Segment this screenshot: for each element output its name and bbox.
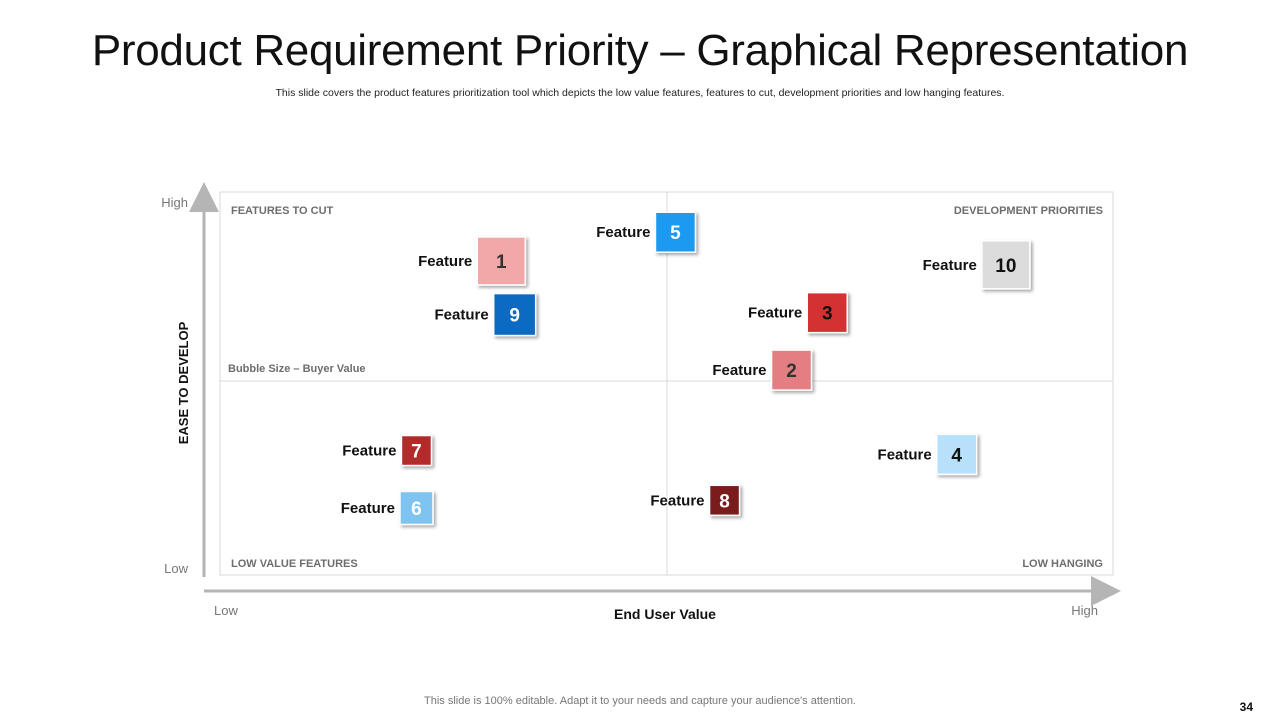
feature-square-8 [708, 484, 741, 517]
page-number: 34 [1239, 700, 1253, 714]
x-axis-title: End User Value [614, 606, 716, 622]
feature-number-3: 3 [822, 304, 833, 325]
feature-number-4: 4 [951, 445, 962, 466]
x-axis-high-label: High [1071, 603, 1098, 618]
feature-number-7: 7 [411, 442, 422, 463]
slide-footer: This slide is 100% editable. Adapt it to… [424, 695, 856, 707]
feature-label-5: Feature [596, 224, 650, 241]
quadrant-label-low-value-features: LOW VALUE FEATURES [231, 558, 358, 570]
feature-label-7: Feature [342, 443, 396, 460]
feature-number-10: 10 [995, 256, 1016, 277]
feature-label-3: Feature [748, 305, 802, 322]
feature-label-8: Feature [650, 492, 704, 509]
feature-square-2 [770, 349, 813, 391]
feature-point-6: 6 Feature [341, 490, 434, 526]
feature-number-9: 9 [509, 306, 520, 327]
feature-point-1: 1 Feature [418, 236, 527, 286]
feature-square-7 [400, 434, 433, 467]
y-axis-high-label: High [161, 195, 188, 210]
feature-square-5 [654, 211, 697, 253]
feature-number-8: 8 [719, 491, 730, 512]
feature-point-8: 8 Feature [650, 484, 741, 517]
feature-square-10 [981, 240, 1031, 290]
feature-label-1: Feature [418, 253, 472, 270]
feature-square-3 [806, 291, 848, 334]
feature-point-10: 10 Feature [923, 240, 1031, 290]
feature-point-9: 9 Feature [435, 292, 537, 337]
feature-point-5: 5 Feature [596, 211, 697, 253]
quadrant-label-development-priorities: DEVELOPMENT PRIORITIES [954, 205, 1103, 217]
feature-points: 1 Feature 2 Feature 3 Feature 4 Feature 5 Feature… [341, 211, 1031, 526]
feature-square-1 [476, 236, 527, 286]
feature-label-10: Feature [923, 257, 977, 274]
y-axis-low-label: Low [164, 561, 188, 576]
feature-number-5: 5 [670, 223, 681, 244]
feature-point-2: 2 Feature [712, 349, 813, 391]
feature-square-9 [492, 292, 537, 337]
feature-label-2: Feature [712, 362, 766, 379]
feature-number-6: 6 [411, 499, 422, 520]
slide-title: Product Requirement Priority – Graphical… [91, 26, 1189, 75]
slide-subtitle: This slide covers the product features p… [275, 87, 1005, 99]
feature-number-1: 1 [496, 252, 507, 273]
feature-label-9: Feature [435, 307, 489, 324]
bubble-size-note: Bubble Size – Buyer Value [228, 363, 366, 375]
feature-label-6: Feature [341, 500, 395, 517]
quadrant-label-low-hanging: LOW HANGING [1022, 558, 1103, 570]
feature-point-7: 7 Feature [342, 434, 433, 467]
x-axis-low-label: Low [214, 603, 238, 618]
y-axis-title: EASE TO DEVELOP [176, 321, 191, 444]
feature-number-2: 2 [786, 361, 797, 382]
quadrant-label-features-to-cut: FEATURES TO CUT [231, 205, 334, 217]
feature-square-6 [399, 490, 434, 526]
feature-square-4 [935, 433, 978, 476]
feature-label-4: Feature [878, 446, 932, 463]
feature-point-3: 3 Feature [748, 291, 848, 334]
feature-point-4: 4 Feature [878, 433, 978, 476]
